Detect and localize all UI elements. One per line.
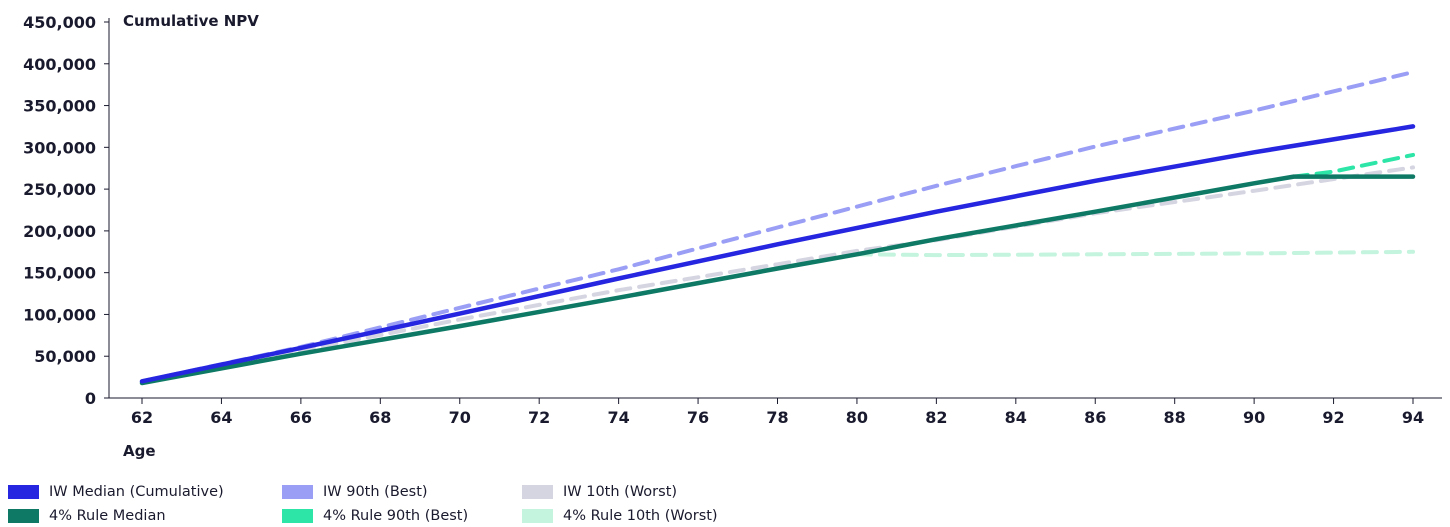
y-tick-label: 300,000	[23, 138, 96, 157]
series-line-4-rule-90th-best	[1291, 152, 1415, 179]
legend-item-iw-90th: IW 90th (Best)	[282, 482, 428, 502]
y-tick-label: 0	[85, 389, 96, 408]
series-line-iw-90th-best	[140, 70, 1415, 384]
legend-swatch-4pct-median	[8, 509, 39, 523]
x-tick-label: 76	[687, 408, 709, 427]
x-tick-label: 86	[1084, 408, 1106, 427]
legend-swatch-iw-90th	[282, 485, 313, 499]
y-tick-label: 350,000	[23, 97, 96, 116]
legend-item-4pct-10th: 4% Rule 10th (Worst)	[522, 506, 718, 526]
x-tick-label: 88	[1164, 408, 1186, 427]
x-tick-label: 80	[846, 408, 868, 427]
series-line-iw-10th-worst	[140, 165, 1415, 384]
y-tick-label: 50,000	[34, 347, 96, 366]
legend: IW Median (Cumulative) IW 90th (Best) IW…	[8, 482, 768, 526]
series-line-4-rule-median	[139, 174, 1416, 386]
legend-item-4pct-median: 4% Rule Median	[8, 506, 166, 526]
y-tick-label: 150,000	[23, 264, 96, 283]
x-tick-label: 92	[1322, 408, 1344, 427]
legend-swatch-4pct-90th	[282, 509, 313, 523]
legend-label-4pct-10th: 4% Rule 10th (Worst)	[563, 508, 718, 524]
legend-swatch-4pct-10th	[522, 509, 553, 523]
x-tick-label: 82	[925, 408, 947, 427]
y-axis-ticks: 0 50,000 100,000 150,000 200,000 250,000 300,0…	[23, 13, 109, 408]
x-tick-label: 78	[766, 408, 788, 427]
legend-item-4pct-90th: 4% Rule 90th (Best)	[282, 506, 468, 526]
x-axis-ticks: 62 64 66 68 70 72 74 76 78 80 82 84 86 88 90 92 94	[131, 398, 1424, 427]
x-tick-label: 90	[1243, 408, 1265, 427]
series-line-iw-median-cumulative	[139, 124, 1416, 384]
y-tick-label: 250,000	[23, 180, 96, 199]
series-layer	[139, 70, 1416, 386]
legend-label-iw-90th: IW 90th (Best)	[323, 484, 428, 500]
x-tick-label: 64	[210, 408, 232, 427]
npv-line-chart: 0 50,000 100,000 150,000 200,000 250,000 300,0…	[23, 12, 1442, 460]
legend-item-iw-median: IW Median (Cumulative)	[8, 482, 224, 502]
x-tick-label: 84	[1005, 408, 1027, 427]
legend-label-4pct-90th: 4% Rule 90th (Best)	[323, 508, 469, 524]
legend-swatch-iw-median	[8, 485, 39, 499]
x-tick-label: 72	[528, 408, 550, 427]
legend-label-iw-10th: IW 10th (Worst)	[563, 484, 678, 500]
x-axis-title: Age	[123, 442, 156, 460]
series-line-4-rule-10th-worst	[854, 249, 1415, 258]
x-tick-label: 66	[290, 408, 312, 427]
x-tick-label: 74	[607, 408, 629, 427]
x-tick-label: 68	[369, 408, 391, 427]
legend-item-iw-10th: IW 10th (Worst)	[522, 482, 677, 502]
x-tick-label: 62	[131, 408, 153, 427]
x-tick-label: 70	[449, 408, 471, 427]
y-tick-label: 400,000	[23, 55, 96, 74]
y-tick-label: 100,000	[23, 305, 96, 324]
y-axis-title: Cumulative NPV	[123, 12, 259, 30]
legend-label-iw-median: IW Median (Cumulative)	[49, 484, 224, 500]
legend-swatch-iw-10th	[522, 485, 553, 499]
y-tick-label: 200,000	[23, 222, 96, 241]
y-tick-label: 450,000	[23, 13, 96, 32]
legend-label-4pct-median: 4% Rule Median	[49, 508, 166, 524]
x-tick-label: 94	[1402, 408, 1424, 427]
